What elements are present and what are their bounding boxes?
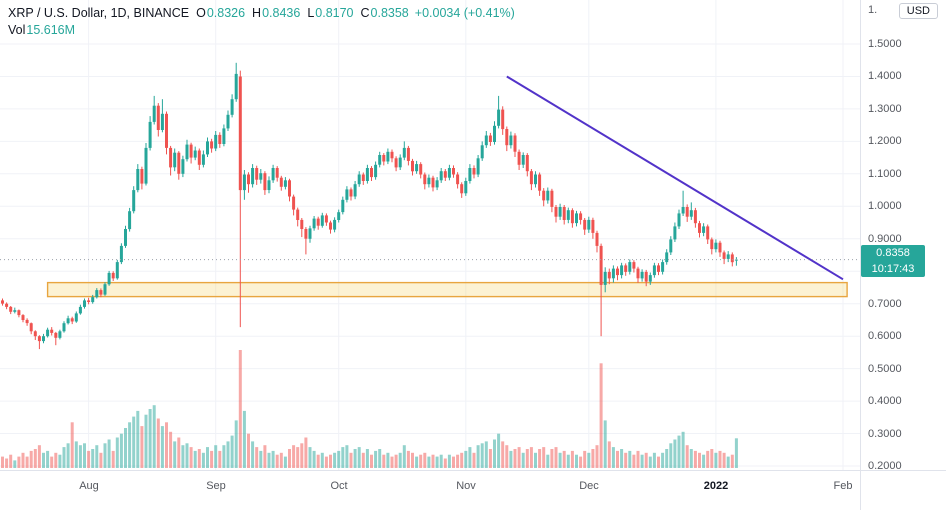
time-axis-label[interactable]: Sep: [206, 480, 226, 492]
volume-label[interactable]: Vol: [8, 23, 26, 37]
close-value: 0.8358: [370, 6, 409, 20]
time-axis[interactable]: Aug Sep Oct Nov Dec 2022 Feb: [0, 470, 946, 510]
last-price-badge: 0.8358 10:17:43: [861, 245, 925, 277]
price-tick-label: 0.4000: [868, 395, 902, 407]
open-label: O: [196, 6, 206, 20]
high-value: 0.8436: [262, 6, 301, 20]
symbol-title[interactable]: XRP / U.S. Dollar, 1D, BINANCE: [8, 6, 190, 20]
price-tick-label: 0.5000: [868, 363, 902, 375]
price-tick-label: 0.9000: [868, 233, 902, 245]
price-tick-label: 1.0000: [868, 200, 902, 212]
price-tick-label: 1.4000: [868, 70, 902, 82]
low-value: 0.8170: [315, 6, 354, 20]
open-value: 0.8326: [206, 6, 246, 20]
change-value: +0.0034 (+0.41%): [414, 6, 515, 20]
time-axis-label[interactable]: Aug: [79, 480, 99, 492]
candlestick-chart[interactable]: [0, 0, 860, 470]
price-tick-label: 1.2000: [868, 135, 902, 147]
currency-button[interactable]: USD: [898, 3, 938, 19]
time-axis-label[interactable]: Dec: [579, 480, 599, 492]
trendline[interactable]: [506, 75, 844, 281]
price-tick-label: 0.7000: [868, 298, 902, 310]
price-tick-label-partial: 1.: [868, 4, 878, 16]
price-axis[interactable]: 1. USD 1.5000 1.4000 1.3000 1.2000 1.1000 1.0…: [860, 0, 946, 510]
chart-legend: XRP / U.S. Dollar, 1D, BINANCE O0.8326 H0.…: [8, 5, 515, 39]
time-axis-label[interactable]: Feb: [833, 480, 853, 492]
price-tick-label: 1.3000: [868, 103, 902, 115]
low-label: L: [307, 6, 315, 20]
time-axis-label[interactable]: 2022: [703, 480, 729, 492]
time-axis-label[interactable]: Nov: [456, 480, 476, 492]
price-tick-label: 0.2000: [868, 460, 902, 472]
volume-value: 15.616M: [26, 23, 76, 37]
time-axis-label[interactable]: Oct: [330, 480, 348, 492]
high-label: H: [252, 6, 262, 20]
support-zone-rectangle[interactable]: [46, 281, 848, 298]
price-tick-label: 1.1000: [868, 168, 902, 180]
price-tick-label: 1.5000: [868, 38, 902, 50]
price-tick-label: 0.6000: [868, 330, 902, 342]
grid-lines: [0, 0, 860, 470]
close-label: C: [360, 6, 370, 20]
price-tick-label: 0.3000: [868, 428, 902, 440]
candlesticks: [1, 62, 738, 350]
bar-countdown: 10:17:43: [871, 263, 915, 275]
last-price-value: 0.8358: [876, 247, 910, 259]
volume-bars: [1, 350, 738, 468]
